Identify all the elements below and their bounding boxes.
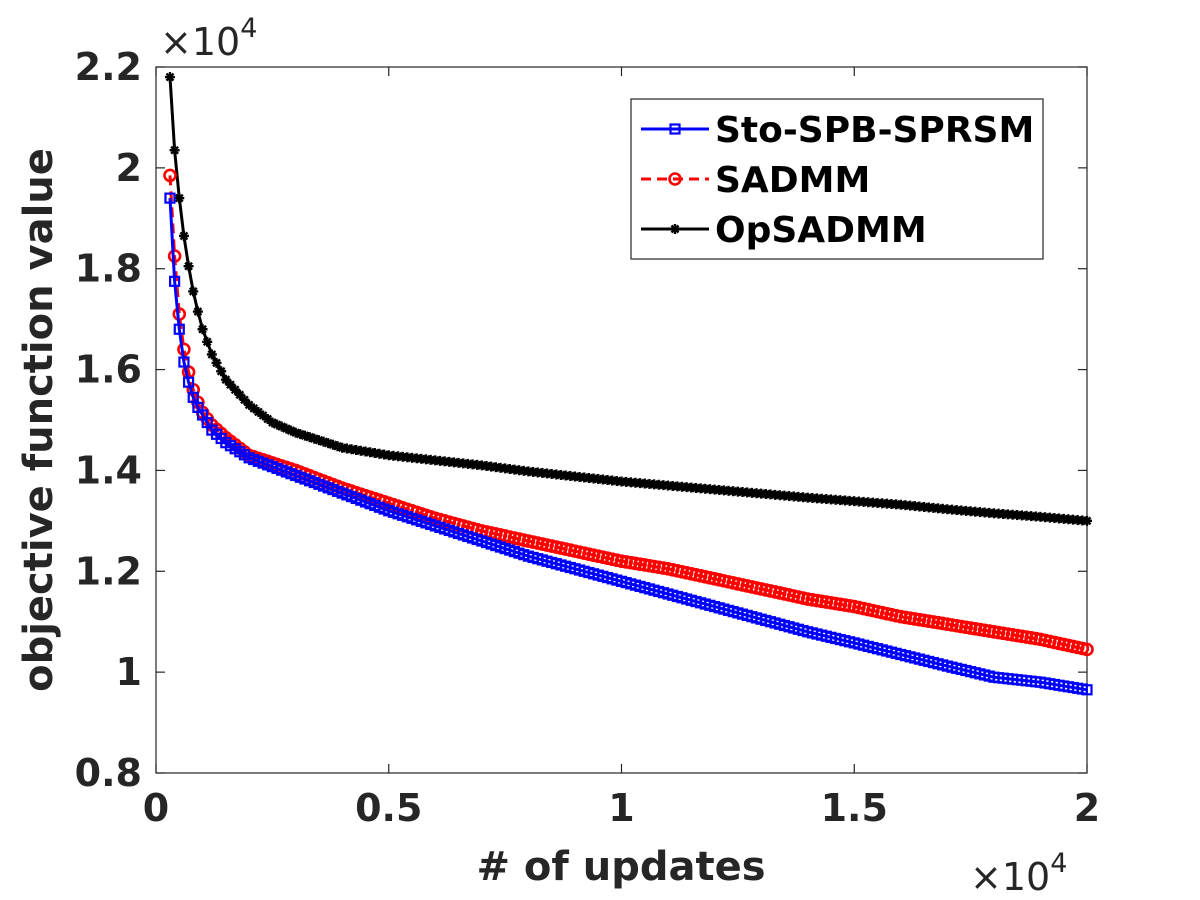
legend-label: SADMM bbox=[715, 160, 870, 201]
data-point bbox=[197, 324, 208, 335]
x-axis-label: # of updates bbox=[476, 844, 765, 890]
data-point bbox=[164, 192, 176, 204]
y-tick-label: 2 bbox=[116, 146, 142, 190]
data-point bbox=[1080, 642, 1094, 657]
y-axis-label: objective function value bbox=[16, 148, 62, 692]
data-point bbox=[169, 145, 180, 156]
data-point bbox=[1081, 684, 1093, 696]
y-tick-label: 1.4 bbox=[75, 448, 142, 492]
data-point bbox=[234, 389, 245, 400]
data-point bbox=[163, 168, 177, 183]
data-point bbox=[192, 306, 203, 317]
data-point bbox=[670, 224, 680, 234]
data-point bbox=[216, 366, 227, 377]
axis-ticks bbox=[155, 66, 1088, 774]
data-point bbox=[183, 261, 194, 272]
legend-label: OpSADMM bbox=[715, 210, 927, 251]
data-point bbox=[164, 72, 175, 83]
y-tick-label: 1.6 bbox=[75, 348, 142, 392]
y-exponent-power: 4 bbox=[240, 13, 257, 44]
x-tick-label: 2 bbox=[1074, 786, 1100, 830]
legend-item: SADMM bbox=[641, 160, 870, 201]
data-point bbox=[206, 349, 217, 360]
legend: Sto-SPB-SPRSM SADMM OpSADMM bbox=[630, 98, 1044, 260]
y-tick-label: 1 bbox=[116, 650, 142, 694]
legend-item: OpSADMM bbox=[641, 210, 927, 251]
x-tick-label: 1.5 bbox=[821, 786, 888, 830]
y-tick-label: 1.8 bbox=[75, 247, 142, 291]
data-point bbox=[178, 356, 190, 368]
y-exponent: ×104 bbox=[160, 13, 257, 64]
x-tick-label: 0.5 bbox=[355, 786, 422, 830]
y-exponent-base: ×10 bbox=[160, 20, 240, 64]
y-tick-label: 0.8 bbox=[75, 751, 142, 795]
data-point bbox=[188, 286, 199, 297]
legend-item: Sto-SPB-SPRSM bbox=[641, 110, 1034, 151]
data-point bbox=[173, 323, 185, 335]
legend-box bbox=[630, 98, 1044, 260]
x-exponent-power: 4 bbox=[1050, 848, 1067, 879]
series-opsadmm bbox=[164, 72, 1092, 526]
x-exponent-base: ×10 bbox=[970, 855, 1050, 899]
y-tick-label: 2.2 bbox=[75, 45, 142, 89]
series-sto-spb-sprsm bbox=[164, 192, 1093, 696]
x-tick-label: 0 bbox=[143, 786, 169, 830]
x-exponent: ×104 bbox=[970, 848, 1067, 899]
data-point bbox=[178, 230, 189, 241]
y-tick-label: 1.2 bbox=[75, 549, 142, 593]
data-point bbox=[211, 357, 222, 368]
legend-label: Sto-SPB-SPRSM bbox=[715, 110, 1034, 151]
x-tick-label: 1 bbox=[608, 786, 634, 830]
data-point bbox=[169, 275, 181, 287]
data-point bbox=[669, 123, 681, 135]
data-point bbox=[202, 336, 213, 347]
data-point bbox=[220, 374, 231, 385]
data-point bbox=[668, 172, 682, 186]
tick-labels: 0 0.5 1 1.5 2 0.8 1 1.2 1.4 1.6 1.8 2 2.2 bbox=[75, 45, 1101, 830]
data-point bbox=[174, 193, 185, 204]
data-point bbox=[1082, 515, 1092, 526]
data-point bbox=[182, 376, 195, 388]
series-layer bbox=[163, 72, 1094, 696]
